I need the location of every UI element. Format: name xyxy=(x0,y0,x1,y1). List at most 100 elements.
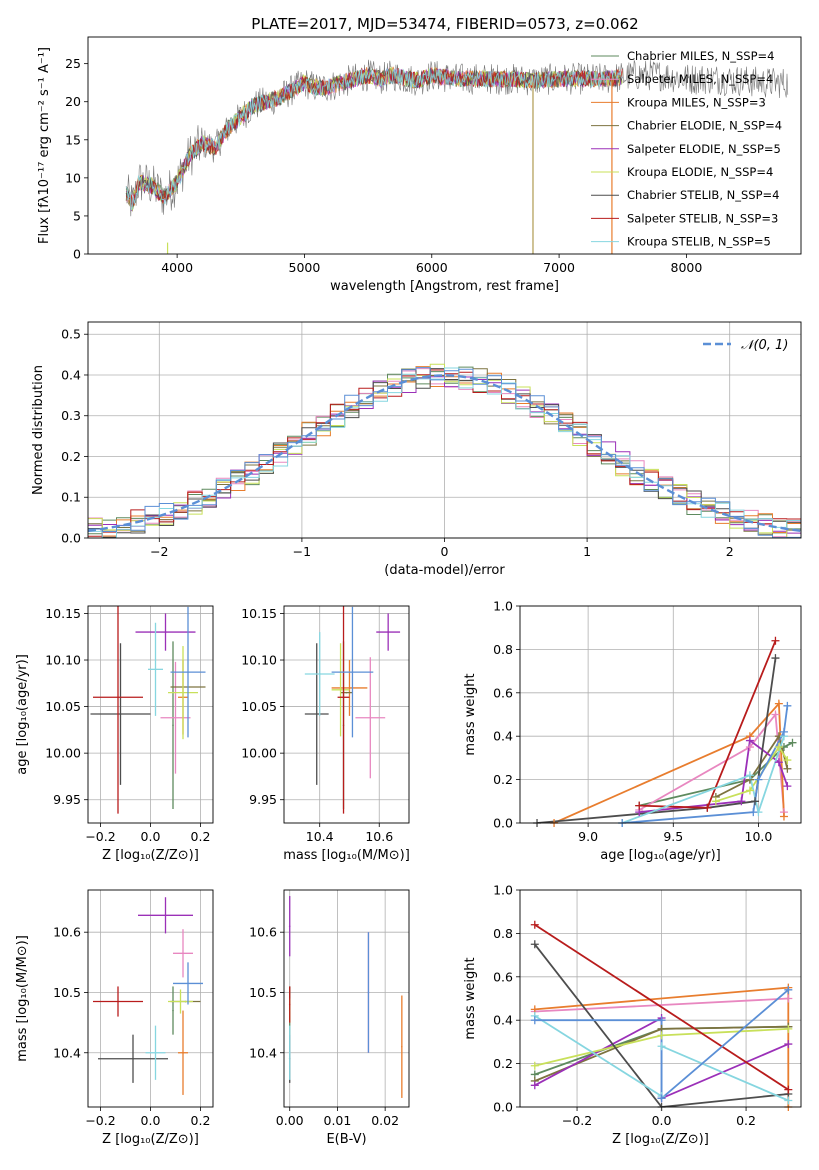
y-tick-label: 10.05 xyxy=(241,699,277,714)
data-point xyxy=(348,687,351,689)
mass-weight-marker xyxy=(774,699,783,708)
y-tick-label: 10.05 xyxy=(45,699,81,714)
axes-frame xyxy=(283,889,410,1108)
mass-weight-marker xyxy=(745,786,754,795)
x-axis-label: Z [log₁₀(Z/Z⊙)] xyxy=(102,1132,199,1147)
axes-frame xyxy=(283,605,410,824)
x-tick-label: 9.0 xyxy=(578,829,598,844)
y-tick-label: 0.2 xyxy=(493,772,513,787)
data-point xyxy=(117,1000,119,1003)
mass-weight-marker xyxy=(779,727,788,736)
panel-age_vs_Z: −0.2 0.0 0.2 9.95 10.00 10.05 10.10 10.15 Z [log… xyxy=(15,605,214,863)
data-point xyxy=(174,716,177,719)
legend-label: 𝒩(0, 1) xyxy=(741,338,788,353)
x-tick-label: 0.2 xyxy=(736,1113,756,1128)
data-point xyxy=(179,1000,182,1003)
mass-weight-marker xyxy=(783,782,792,791)
y-tick-label: 0.5 xyxy=(61,327,81,342)
x-tick-label: 8000 xyxy=(671,260,703,275)
plot-area xyxy=(288,896,403,1098)
y-tick-label: 9.95 xyxy=(249,792,277,807)
data-point xyxy=(164,631,167,633)
y-axis-label: mass weight xyxy=(463,673,478,755)
legend-label: Salpeter MILES, N_SSP=4 xyxy=(627,72,773,86)
mass-weight-marker xyxy=(784,1096,793,1105)
x-tick-label: 10.4 xyxy=(306,829,334,844)
mass-weight-line xyxy=(534,923,789,1091)
data-point xyxy=(187,671,189,673)
y-tick-label: 10.00 xyxy=(45,746,81,761)
legend-label: Kroupa ELODIE, N_SSP=4 xyxy=(627,165,773,179)
data-point xyxy=(187,982,189,985)
data-point xyxy=(401,1045,403,1048)
y-tick-label: 10.5 xyxy=(249,985,277,1000)
x-tick-label: 0.00 xyxy=(276,1113,304,1128)
mass-weight-marker xyxy=(754,775,763,784)
y-tick-label: 10 xyxy=(65,170,81,185)
mass-weight-marker xyxy=(784,1085,793,1094)
y-tick-label: 20 xyxy=(65,94,81,109)
mass-weight-marker xyxy=(657,1042,666,1051)
x-axis-label: E(B-V) xyxy=(326,1132,366,1147)
y-axis-label: Normed distribution xyxy=(31,365,46,495)
data-point xyxy=(172,724,174,727)
data-point xyxy=(288,1051,291,1054)
data-point xyxy=(288,1003,291,1006)
mass-weight-marker xyxy=(771,636,780,645)
plot-area xyxy=(88,363,801,538)
y-tick-label: 9.95 xyxy=(53,792,81,807)
mass-weight-marker xyxy=(784,1024,793,1033)
x-tick-label: 0.0 xyxy=(652,1113,672,1128)
figure-title: PLATE=2017, MJD=53474, FIBERID=0573, z=0… xyxy=(251,15,638,33)
x-tick-label: 0.02 xyxy=(371,1113,399,1128)
data-point xyxy=(369,716,372,719)
y-tick-label: 0.3 xyxy=(61,408,81,423)
y-tick-label: 0.0 xyxy=(493,816,513,831)
y-axis-label: mass [log₁₀(M/M⊙)] xyxy=(15,935,30,1062)
axes-frame xyxy=(519,605,802,824)
x-tick-label: −2 xyxy=(150,544,168,559)
legend-label: Salpeter ELODIE, N_SSP=5 xyxy=(627,142,781,156)
y-tick-label: 5 xyxy=(73,208,81,223)
y-tick-label: 10.10 xyxy=(45,653,81,668)
mass-weight-line xyxy=(621,735,785,823)
y-tick-label: 0.6 xyxy=(493,969,513,984)
data-point xyxy=(315,713,318,715)
mass-weight-marker xyxy=(771,654,780,663)
axes-frame xyxy=(87,321,802,539)
model-spectrum-line xyxy=(125,67,623,208)
mass-weight-marker xyxy=(783,756,792,765)
axes-frame xyxy=(87,605,214,824)
x-tick-label: 9.5 xyxy=(663,829,683,844)
mass-weight-marker xyxy=(530,1061,539,1070)
y-tick-label: 10.15 xyxy=(45,606,81,621)
panel-weight_vs_age: 9.0 9.5 10.0 0.0 0.2 0.4 0.6 0.8 1.0 age [log₁₀(a… xyxy=(463,599,802,863)
data-point xyxy=(172,1009,174,1012)
data-point xyxy=(182,952,184,955)
data-point xyxy=(154,1051,157,1054)
model-spectrum-line xyxy=(125,66,623,207)
y-tick-label: 10.4 xyxy=(249,1045,277,1060)
mass-weight-marker xyxy=(635,801,644,810)
mass-weight-marker xyxy=(657,1031,666,1040)
x-axis-label: Z [log₁₀(Z/Z⊙)] xyxy=(102,848,199,863)
x-tick-label: −1 xyxy=(293,544,311,559)
mass-weight-marker xyxy=(774,743,783,752)
y-tick-label: 10.15 xyxy=(241,606,277,621)
y-tick-label: 0.8 xyxy=(493,926,513,941)
mass-weight-marker xyxy=(657,1016,666,1025)
legend-label: Chabrier MILES, N_SSP=4 xyxy=(627,49,774,63)
x-tick-label: 2 xyxy=(726,544,734,559)
mass-weight-marker xyxy=(783,701,792,710)
data-point xyxy=(119,713,122,715)
mass-weight-marker xyxy=(737,797,746,806)
y-tick-label: 0.4 xyxy=(493,729,513,744)
mass-weight-marker xyxy=(771,710,780,719)
x-tick-label: 6000 xyxy=(416,260,448,275)
mass-weight-marker xyxy=(703,803,712,812)
gaussian-reference-curve xyxy=(88,374,801,533)
y-tick-label: 10.6 xyxy=(53,925,81,940)
mass-weight-marker xyxy=(530,1016,539,1025)
x-tick-label: 5000 xyxy=(289,260,321,275)
